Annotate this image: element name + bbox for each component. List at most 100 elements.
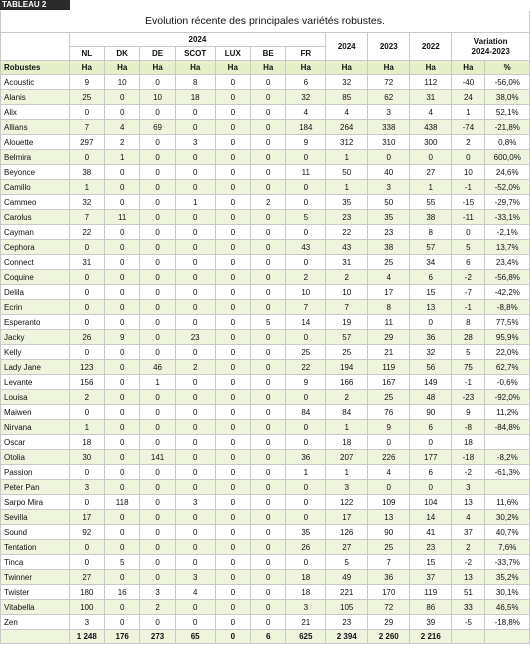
table-cell: 35,2% <box>484 569 530 585</box>
table-cell: 43 <box>285 239 327 255</box>
table-cell: 36 <box>285 449 327 465</box>
table-cell: 0 <box>249 284 287 300</box>
table-cell: 112 <box>409 74 453 90</box>
table-cell: 0 <box>103 164 141 180</box>
table-cell: 0 <box>103 254 141 270</box>
table-cell: 26 <box>285 539 327 555</box>
table-cell: 0 <box>249 404 287 420</box>
table-cell: 0,8% <box>484 134 530 150</box>
table-cell: 21 <box>285 614 327 630</box>
table-cell: 3 <box>68 614 105 630</box>
table-cell: 0 <box>174 509 216 525</box>
header-country: SCOT <box>174 46 216 61</box>
table-cell: 0 <box>249 599 287 615</box>
table-cell: 22 <box>285 359 327 375</box>
table-cell: 0 <box>214 89 251 105</box>
table-cell: 0 <box>214 344 251 360</box>
variety-name: Nirvana <box>0 419 70 435</box>
table-cell: 46 <box>139 359 176 375</box>
table-cell: 0 <box>174 314 216 330</box>
table-cell: 221 <box>325 584 369 600</box>
table-cell: 0 <box>214 299 251 315</box>
table-cell: 0 <box>103 374 141 390</box>
variety-name: Alix <box>0 104 70 120</box>
table-cell: 338 <box>367 119 411 135</box>
table-cell: 31 <box>409 89 453 105</box>
table-cell: 170 <box>367 584 411 600</box>
header-country: DK <box>103 46 141 61</box>
table-cell: 0 <box>103 269 141 285</box>
table-cell: 122 <box>325 494 369 510</box>
total-cell <box>484 629 530 644</box>
table-cell: 0 <box>214 134 251 150</box>
table-cell: 32 <box>409 344 453 360</box>
table-cell: 30,1% <box>484 584 530 600</box>
table-row: Maiwen 0 0 0 0 0 0 84 84 76 90 9 11,2% <box>0 404 530 420</box>
table-cell: 166 <box>325 374 369 390</box>
table-cell: 57 <box>409 239 453 255</box>
table-cell: 22 <box>325 224 369 240</box>
table-cell: 118 <box>103 494 141 510</box>
table-cell: -23 <box>451 389 486 405</box>
total-cell: 273 <box>139 629 176 644</box>
table-cell: 36 <box>409 329 453 345</box>
table-cell: 33 <box>451 599 486 615</box>
table-cell: 0 <box>214 494 251 510</box>
table-cell: 0 <box>249 224 287 240</box>
table-cell: 0 <box>68 284 105 300</box>
variety-name: Twister <box>0 584 70 600</box>
table-cell: 84 <box>325 404 369 420</box>
table-cell: 15 <box>409 554 453 570</box>
table-cell: 0 <box>174 404 216 420</box>
table-cell: 0 <box>139 404 176 420</box>
table-cell: 2 <box>68 389 105 405</box>
header-robustes: Robustes <box>0 60 70 75</box>
table-cell: 0 <box>174 119 216 135</box>
table-cell: 18 <box>285 584 327 600</box>
table-cell: 18 <box>325 434 369 450</box>
header-unit: Ha <box>285 60 327 75</box>
table-row: Cayman 22 0 0 0 0 0 0 22 23 8 0 -2,1% <box>0 224 530 240</box>
table-cell: 0 <box>285 434 327 450</box>
table-cell: 0 <box>103 464 141 480</box>
table-cell: 36 <box>367 569 411 585</box>
header-country: LUX <box>214 46 251 61</box>
table-cell: 2 <box>174 359 216 375</box>
variety-name: Cayman <box>0 224 70 240</box>
table-cell: 297 <box>68 134 105 150</box>
table-cell: 184 <box>285 119 327 135</box>
table-cell: 0 <box>285 224 327 240</box>
table-cell: 0 <box>174 149 216 165</box>
table-cell: 0 <box>214 464 251 480</box>
header-unit: Ha <box>103 60 141 75</box>
table-cell: 0 <box>285 389 327 405</box>
table-cell: 23 <box>325 209 369 225</box>
table-cell: 62 <box>367 89 411 105</box>
total-cell: 1 248 <box>68 629 105 644</box>
table-cell: 0 <box>174 389 216 405</box>
table-cell: 0 <box>139 494 176 510</box>
variety-name: Acoustic <box>0 74 70 90</box>
table-cell: 48 <box>409 389 453 405</box>
variety-name: Connect <box>0 254 70 270</box>
table-cell: 7 <box>68 209 105 225</box>
variety-name: Zen <box>0 614 70 630</box>
total-cell <box>451 629 486 644</box>
table-cell: -5 <box>451 614 486 630</box>
table-cell: 0 <box>139 344 176 360</box>
variety-name: Maiwen <box>0 404 70 420</box>
variety-name: Louisa <box>0 389 70 405</box>
header-blank <box>0 32 70 47</box>
table-cell: 0 <box>409 314 453 330</box>
table-row: Jacky 26 9 0 23 0 0 0 57 29 36 28 95,9% <box>0 329 530 345</box>
variety-name: Sound <box>0 524 70 540</box>
table-cell: -56,0% <box>484 74 530 90</box>
table-cell: 0 <box>174 554 216 570</box>
table-cell: 40 <box>367 164 411 180</box>
table-row: Alix 0 0 0 0 0 0 4 4 3 4 1 52,1% <box>0 104 530 120</box>
table-cell: 167 <box>367 374 411 390</box>
table-cell: 0 <box>68 344 105 360</box>
table-row: Sound 92 0 0 0 0 0 35 126 90 41 37 40,7% <box>0 524 530 540</box>
table-cell: 34 <box>409 254 453 270</box>
table-row: Ecrin 0 0 0 0 0 0 7 7 8 13 -1 -8,8% <box>0 299 530 315</box>
